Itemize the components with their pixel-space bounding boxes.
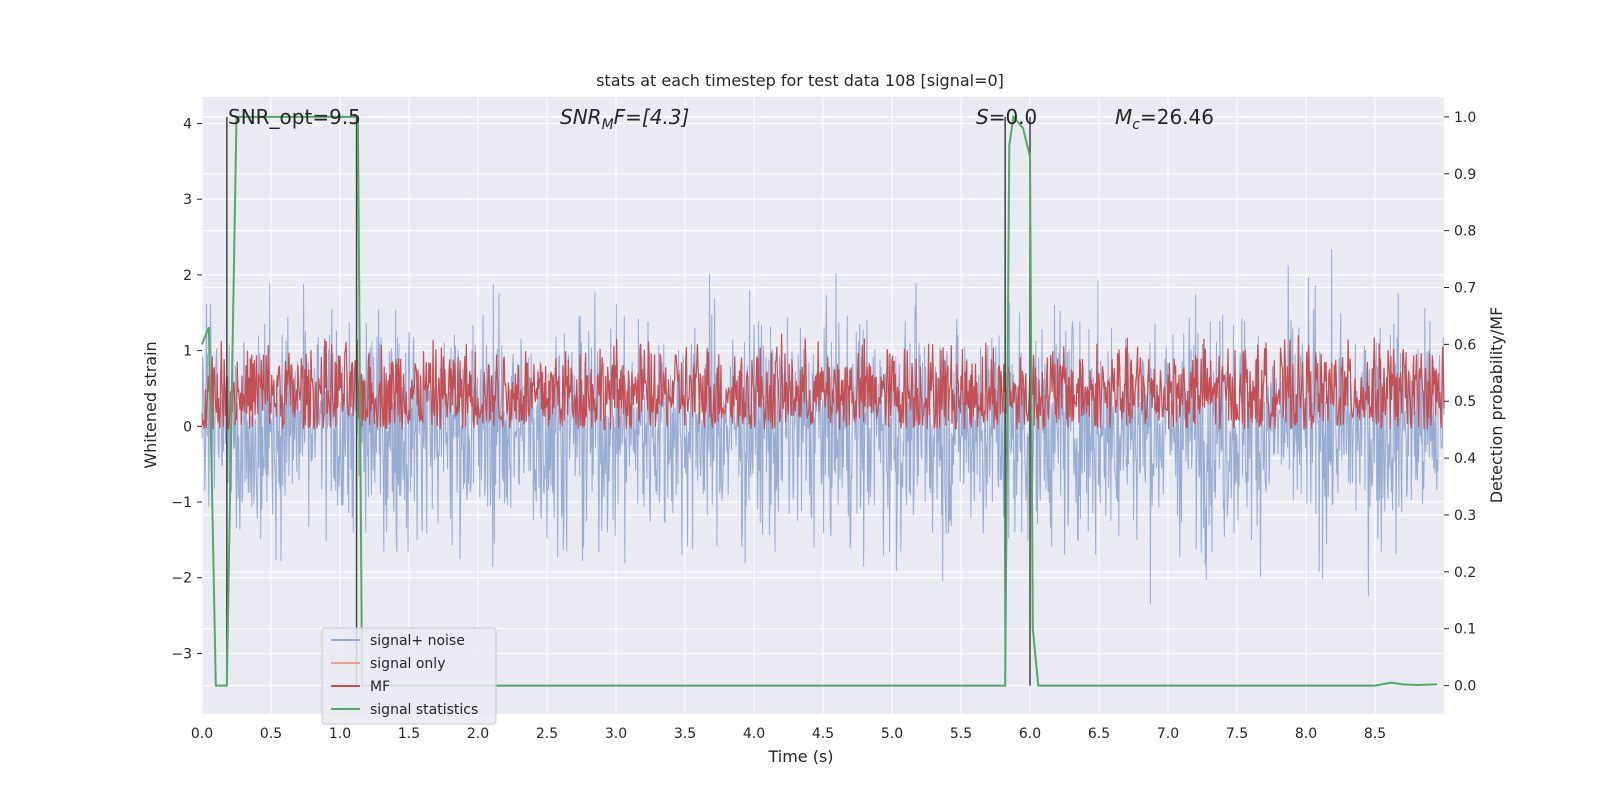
y2-ticks: 1.0 0.9 0.8 0.7 0.6 0.5 0.4 0.3 0.2 0.1 0.0 (1444, 110, 1476, 695)
y2-tick-label: 0.1 (1454, 622, 1476, 638)
mf-series (201, 333, 1445, 431)
signal-noise-line (201, 249, 1445, 605)
y2-tick-label: 0.4 (1454, 451, 1476, 467)
y-tick-label: −2 (171, 571, 192, 587)
y-ticks: 4 3 2 1 0 −1 −2 −3 (171, 116, 202, 662)
chart-title: stats at each timestep for test data 108… (596, 71, 1004, 90)
legend-label-signal-noise: signal+ noise (370, 633, 465, 649)
legend-label-signal-statistics: signal statistics (370, 702, 478, 718)
y-tick-label: 0 (183, 419, 192, 435)
x-axis-label: Time (s) (767, 747, 833, 766)
annotation-mc-sub: c (1132, 117, 1140, 133)
annotation-snr-mf-rest: F=[4.3] (614, 105, 690, 129)
signal-statistics-series (201, 114, 1438, 687)
annotation-mc-main: M (1115, 105, 1132, 129)
signal-noise-series (201, 249, 1445, 605)
y2-tick-label: 0.3 (1454, 508, 1476, 524)
x-tick-label: 0.5 (260, 726, 282, 742)
y2-tick-label: 0.0 (1454, 679, 1476, 695)
x-tick-label: 0.0 (191, 726, 213, 742)
y-axis-label: Whitened strain (141, 341, 160, 468)
x-tick-label: 3.0 (605, 726, 627, 742)
x-tick-label: 5.5 (950, 726, 972, 742)
annotation-s-main: S (976, 105, 989, 129)
x-tick-label: 5.0 (881, 726, 903, 742)
x-tick-label: 6.0 (1019, 726, 1041, 742)
y2-axis-label: Detection probability/MF (1487, 307, 1506, 504)
y2-tick-label: 0.8 (1454, 224, 1476, 240)
x-tick-label: 6.5 (1088, 726, 1110, 742)
y-tick-label: 1 (183, 344, 192, 360)
annotation-snr-opt: SNR_opt=9.5 (228, 105, 361, 129)
x-tick-label: 8.5 (1364, 726, 1386, 742)
annotation-snr-mf-sub: M (602, 117, 614, 133)
y2-tick-label: 0.2 (1454, 565, 1476, 581)
mf-line (201, 333, 1445, 431)
x-tick-label: 7.5 (1226, 726, 1248, 742)
annotation-mc-rest: =26.46 (1140, 105, 1214, 129)
y2-tick-label: 0.6 (1454, 337, 1476, 353)
x-tick-label: 2.0 (467, 726, 489, 742)
y-tick-label: −1 (171, 495, 192, 511)
x-tick-label: 4.0 (743, 726, 765, 742)
x-tick-label: 1.5 (398, 726, 420, 742)
y2-tick-label: 0.7 (1454, 281, 1476, 297)
y-tick-label: 4 (183, 116, 192, 132)
x-tick-label: 2.5 (536, 726, 558, 742)
signal-statistics-line (201, 114, 1438, 687)
y-tick-label: −3 (171, 646, 192, 662)
y2-tick-label: 0.9 (1454, 167, 1476, 183)
x-ticks: 0.0 0.5 1.0 1.5 2.0 2.5 3.0 3.5 4.0 4.5 5.0 5.5 6.0 6… (191, 726, 1386, 742)
y2-tick-label: 1.0 (1454, 110, 1476, 126)
legend: signal+ noise signal only MF signal stat… (321, 627, 497, 725)
legend-box (321, 627, 497, 725)
annotation-snr-mf-main: SNR (560, 105, 602, 129)
x-tick-label: 3.5 (674, 726, 696, 742)
y-tick-label: 2 (183, 268, 192, 284)
annotation-mc: Mc=26.46 (1115, 105, 1214, 133)
y2-tick-label: 0.5 (1454, 394, 1476, 410)
annotation-s-rest: =0.0 (989, 105, 1038, 129)
x-tick-label: 1.0 (329, 726, 351, 742)
x-tick-label: 4.5 (812, 726, 834, 742)
x-tick-label: 7.0 (1157, 726, 1179, 742)
x-tick-label: 8.0 (1295, 726, 1317, 742)
legend-label-signal-only: signal only (370, 656, 445, 672)
annotation-s: S=0.0 (976, 105, 1037, 129)
annotation-snr-mf: SNRMF=[4.3] (560, 105, 689, 133)
grid (201, 97, 1444, 714)
y-tick-label: 3 (183, 192, 192, 208)
legend-label-mf: MF (370, 679, 390, 695)
